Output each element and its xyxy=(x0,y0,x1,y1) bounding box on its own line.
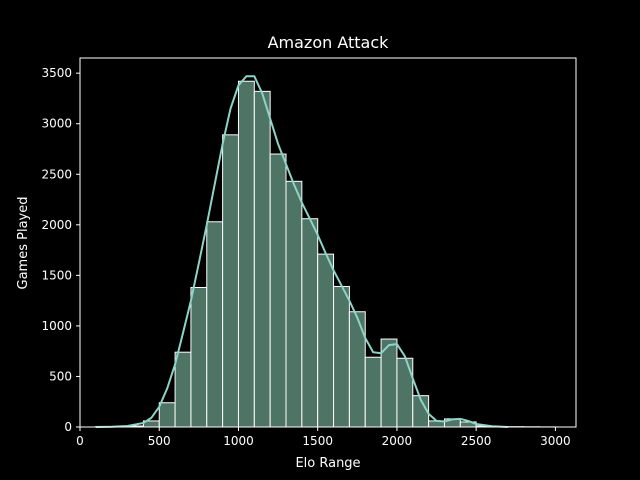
y-tick-label: 500 xyxy=(49,369,72,383)
kde-curve xyxy=(95,75,508,428)
y-tick-label: 1500 xyxy=(41,268,72,282)
histogram-bar xyxy=(237,80,255,428)
chart-title: Amazon Attack xyxy=(268,33,390,52)
histogram-bar xyxy=(396,357,414,428)
y-tick-label: 2000 xyxy=(41,218,72,232)
histogram-bar xyxy=(253,90,271,428)
x-tick-label: 0 xyxy=(76,434,84,448)
y-tick-label: 3500 xyxy=(41,66,72,80)
x-axis-label: Elo Range xyxy=(295,456,360,471)
histogram-bar xyxy=(380,338,398,428)
histogram-bar xyxy=(158,402,176,428)
histogram-bar xyxy=(317,253,335,428)
bars-group xyxy=(95,80,556,428)
histogram-bar xyxy=(301,218,319,428)
x-tick-label: 3000 xyxy=(540,434,571,448)
plot-frame xyxy=(79,57,577,428)
histogram-bar xyxy=(269,153,287,428)
histogram-bar xyxy=(364,356,382,428)
y-axis-label: Games Played xyxy=(16,197,31,290)
y-tick-label: 1000 xyxy=(41,319,72,333)
histogram-bar xyxy=(348,311,366,428)
y-axis-ticks: 0 500 1000 1500 2000 2500 3000 3500 xyxy=(41,66,80,434)
x-tick-label: 1000 xyxy=(223,434,254,448)
y-tick-label: 2500 xyxy=(41,167,72,181)
histogram-bar xyxy=(285,180,303,428)
x-tick-label: 2000 xyxy=(382,434,413,448)
y-tick-label: 3000 xyxy=(41,117,72,131)
histogram-bar xyxy=(190,286,208,428)
histogram-bar xyxy=(222,134,239,428)
histogram-bar xyxy=(333,285,350,428)
x-tick-label: 2500 xyxy=(461,434,492,448)
x-axis-ticks: 0 500 1000 1500 2000 2500 3000 xyxy=(76,427,571,448)
histogram-bar xyxy=(174,351,192,428)
x-tick-label: 500 xyxy=(148,434,171,448)
histogram-bar xyxy=(206,221,224,428)
x-tick-label: 1500 xyxy=(302,434,333,448)
y-tick-label: 0 xyxy=(64,420,72,434)
